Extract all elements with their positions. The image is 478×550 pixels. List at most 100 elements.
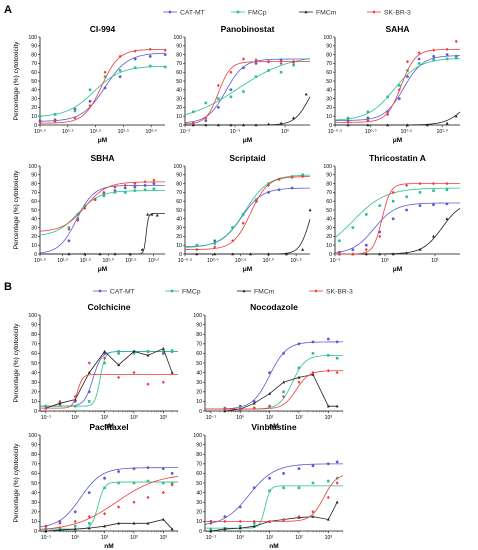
data-point-fmcm [282,380,286,384]
data-point-sk-br-3 [386,112,390,117]
data-point-sk-br-3 [87,514,91,519]
data-point-fmcp [418,191,422,194]
y-tick-label: 100 [173,35,182,41]
data-point-fmcm [209,529,213,533]
chart-title: Vinblastine [251,422,296,432]
data-point-fmcm [117,363,121,367]
data-point-cat-mt [417,57,421,61]
data-point-fmcm [335,404,339,408]
data-point-fmcp [351,226,355,229]
data-point-sk-br-3 [204,116,208,120]
y-tick-label: 30 [31,380,37,386]
axes-lines [334,37,460,126]
data-point-fmcp [209,527,213,531]
y-tick-label: 10 [31,114,37,120]
data-point-cat-mt [418,204,422,208]
data-point-fmcp [163,65,167,69]
data-point-sk-br-3 [191,121,195,125]
series-sk-br-3 [205,368,344,411]
legend-label-cat-mt: CAT-MT [180,9,205,16]
y-tick-label: 0 [179,123,182,129]
data-point-sk-br-3 [223,519,227,524]
y-tick-label: 80 [196,332,202,338]
y-tick-label: 70 [31,190,37,196]
data-point-fmcm [146,521,150,525]
data-point-sk-br-3 [311,510,315,514]
x-tick-label: 10¹·⁵ [118,129,129,135]
data-point-cat-mt [297,467,301,470]
y-tick-label: 100 [173,164,182,170]
chart-thricostatin-a: Thricostatin A 0 10 20 30 40 50 60 70 80 90 100 10⁻¹… [323,153,461,273]
y-tick-label: 40 [31,370,37,376]
y-tick-label: 40 [31,88,37,94]
y-tick-label: 50 [196,361,202,367]
legend-marker-fmcm [242,289,246,293]
data-point-fmcp [282,390,285,394]
x-tick-label: 10⁰·⁵ [235,258,247,264]
data-point-fmcm [454,114,458,118]
data-point-cat-mt [268,476,271,480]
data-point-fmcp [268,489,271,492]
data-point-fmcm [308,208,312,212]
data-point-fmcp [87,522,91,525]
data-point-sk-br-3 [337,252,341,256]
chart-paclitaxel: Paclitaxel 0 10 20 30 40 50 60 70 80 90 100 10⁻¹ 10⁰ 1… [13,422,179,550]
data-point-sk-br-3 [252,519,256,524]
data-point-cat-mt [311,464,315,468]
y-tick-label: 40 [176,88,182,94]
series-cat-mt [38,52,167,122]
data-point-fmcm [311,372,315,376]
data-point-cat-mt [335,460,339,464]
axes-lines [334,166,460,255]
data-point-cat-mt [351,248,355,252]
data-point-sk-br-3 [148,47,152,52]
x-tick-label: 10¹ [431,258,439,264]
data-point-cat-mt [252,400,256,403]
data-point-cat-mt [53,118,57,122]
data-point-fmcm [301,248,305,251]
data-point-fmcp [73,109,77,113]
x-tick-label: 10⁰·⁵ [34,258,46,264]
data-point-fmcm [326,404,330,408]
y-tick-label: 90 [196,442,202,448]
x-tick-label: 10¹ [101,415,109,421]
x-tick-label: 10⁰·⁵ [62,129,74,135]
x-tick-label: 10¹·⁰ [436,129,447,135]
data-point-fmcp [38,114,42,118]
data-point-fmcm [223,409,227,413]
data-point-fmcp [132,481,136,485]
series-cat-mt [204,337,343,410]
data-point-sk-br-3 [364,247,368,252]
data-point-fmcm [113,252,117,256]
fit-curve-sk-br-3 [40,374,178,409]
series-sk-br-3 [335,39,460,125]
data-point-fmcp [364,213,368,216]
data-point-sk-br-3 [432,48,436,52]
fit-curve-sk-br-3 [205,370,344,410]
x-tick-label: 10¹·⁰ [90,129,101,135]
y-tick-label: 100 [323,35,332,41]
legend-marker-cat-mt [168,10,172,14]
data-point-fmcp [58,526,62,530]
data-point-cat-mt [267,191,270,194]
data-point-fmcm [406,123,410,127]
data-point-fmcp [191,110,195,114]
data-point-cat-mt [311,340,315,344]
series-sk-br-3 [39,178,166,232]
data-point-cat-mt [123,186,127,190]
data-point-fmcp [217,97,220,100]
data-point-sk-br-3 [445,181,449,186]
data-point-sk-br-3 [366,118,370,123]
data-point-sk-br-3 [53,119,57,124]
y-tick-label: 20 [196,390,202,396]
y-tick-label: 0 [329,252,332,258]
data-point-sk-br-3 [297,514,301,519]
data-point-cat-mt [103,86,107,90]
y-tick-label: 60 [176,70,182,76]
series-sk-br-3 [335,181,460,256]
data-point-sk-br-3 [146,382,150,386]
data-point-sk-br-3 [335,481,339,485]
data-point-cat-mt [143,183,147,187]
fit-curve-sk-br-3 [185,176,311,250]
x-axis-label: μM [243,137,252,144]
